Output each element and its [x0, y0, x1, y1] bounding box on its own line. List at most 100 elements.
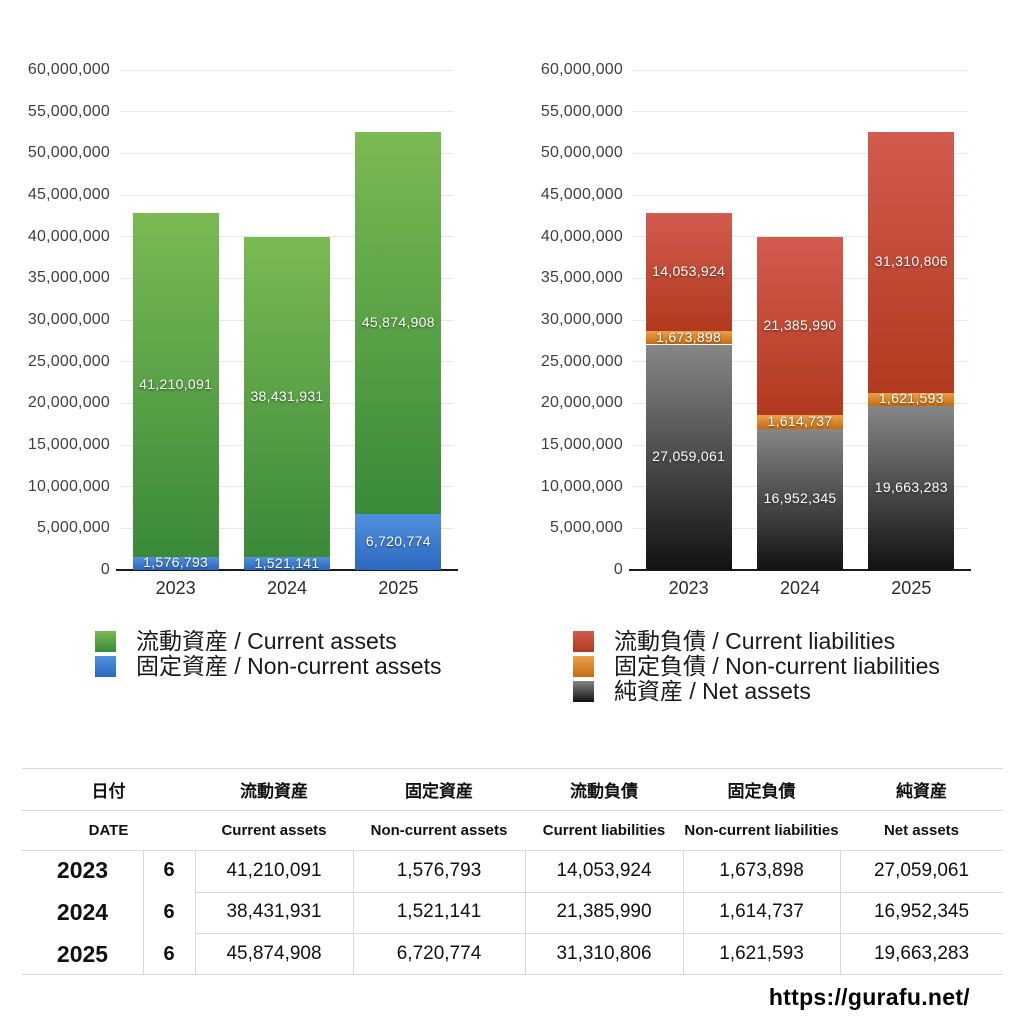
- table-border-horizontal: [22, 768, 1003, 769]
- liabilities-gridline: [633, 194, 967, 196]
- site-url: https://gurafu.net/: [768, 984, 970, 1010]
- liabilities-y-axis-tick-label: 25,000,000: [540, 352, 623, 370]
- assets-bar-segment: [355, 513, 442, 570]
- table-header-en: Current liabilities: [542, 821, 666, 839]
- table-border-vertical: [683, 850, 684, 974]
- liabilities-y-axis-tick-label: 5,000,000: [550, 519, 623, 537]
- assets-y-axis-tick-label: 55,000,000: [27, 102, 110, 120]
- table-border-vertical: [353, 850, 354, 974]
- table-cell-value: 38,431,931: [226, 901, 322, 923]
- liabilities-y-axis-tick-label: 50,000,000: [540, 144, 623, 162]
- table-border-vertical: [143, 850, 144, 974]
- assets-bar-segment: [244, 237, 330, 558]
- liabilities-bar-value-label: 1,673,898: [656, 328, 722, 345]
- table-cell-value: 1,521,141: [396, 901, 482, 923]
- liabilities-legend-item: 純資産 / Net assets: [573, 679, 940, 704]
- liabilities-bar-segment: [645, 330, 732, 345]
- liabilities-x-axis-category-label: 2025: [891, 578, 932, 598]
- assets-y-axis-tick-label: 30,000,000: [27, 311, 110, 328]
- table-cell-value: 1,576,793: [396, 859, 482, 881]
- table-cell-year: 2025: [56, 940, 109, 967]
- assets-legend: 流動資産 / Current assets 固定資産 / Non-current …: [95, 629, 441, 679]
- assets-y-axis-tick-label: 45,000,000: [27, 186, 110, 203]
- liabilities-bar-value-label: 16,952,345: [763, 490, 837, 507]
- liabilities-bar-segment: [868, 131, 955, 393]
- liabilities-bar-value-label: 14,053,924: [652, 263, 726, 279]
- liabilities-legend-swatch: [573, 681, 594, 702]
- liabilities-bar-segment: [645, 344, 732, 570]
- assets-y-axis-tick-label: 25,000,000: [27, 352, 110, 370]
- table-cell-value: 14,053,924: [556, 859, 652, 881]
- table-cell-value: 31,310,806: [556, 943, 652, 965]
- assets-bar-value-label: 1,576,793: [143, 554, 209, 571]
- assets-bar-value-label: 41,210,091: [139, 376, 213, 393]
- assets-bar-segment: [244, 557, 330, 570]
- assets-legend-item: 固定資産 / Non-current assets: [95, 654, 441, 679]
- assets-gridline: [120, 111, 454, 113]
- liabilities-y-axis-tick-label: 20,000,000: [540, 394, 623, 412]
- table-cell-value: 21,385,990: [556, 901, 652, 923]
- liabilities-bar-segment: [757, 237, 843, 416]
- table-cell-value: 1,673,898: [719, 859, 804, 881]
- assets-bar-segment: [132, 213, 219, 557]
- liabilities-bar-value-label: 27,059,061: [652, 448, 726, 465]
- table-header-en: Non-current assets: [370, 821, 508, 839]
- assets-y-axis-tick-label: 60,000,000: [27, 61, 110, 78]
- liabilities-bar-segment: [868, 392, 955, 407]
- assets-bar-value-label: 38,431,931: [250, 388, 324, 405]
- table-row-separator: [195, 891, 1003, 893]
- table-header-en: Non-current liabilities: [684, 821, 839, 839]
- table-border-horizontal: [22, 974, 1003, 975]
- table-header-en-date: DATE: [88, 821, 129, 839]
- assets-legend-item: 流動資産 / Current assets: [95, 629, 441, 654]
- liabilities-legend-item: 流動負債 / Current liabilities: [573, 629, 940, 654]
- assets-bar-segment: [132, 556, 219, 570]
- assets-y-axis-tick-label: 15,000,000: [27, 436, 110, 453]
- assets-legend-swatch: [95, 656, 116, 677]
- table-row-separator: [195, 933, 1003, 935]
- liabilities-bar-value-label: 21,385,990: [763, 317, 837, 334]
- table-border-horizontal: [22, 810, 1003, 811]
- assets-x-axis-category-label: 2025: [378, 578, 419, 598]
- assets-legend-label: 固定資産 / Non-current assets: [136, 653, 442, 679]
- table-border-vertical: [840, 850, 841, 974]
- balance-sheet-table: 日付 流動資産 固定資産 流動負債 固定負債 純資産 DATE Current assets N…: [22, 768, 1003, 975]
- liabilities-y-axis-tick-label: 45,000,000: [540, 186, 623, 203]
- table-cell-month: 6: [163, 900, 175, 923]
- assets-y-axis-tick-label: 35,000,000: [27, 269, 110, 287]
- liabilities-bar-segment: [868, 406, 955, 570]
- liabilities-bar-value-label: 19,663,283: [874, 479, 948, 496]
- assets-bar-value-label: 45,874,908: [361, 313, 435, 330]
- table-header-jp: 固定負債: [727, 781, 796, 801]
- assets-legend-swatch: [95, 631, 116, 652]
- liabilities-legend-swatch: [573, 656, 594, 677]
- liabilities-x-axis-category-label: 2023: [668, 578, 709, 598]
- table-header-en: Current assets: [221, 821, 327, 839]
- table-border-vertical: [525, 850, 526, 974]
- table-cell-value: 19,663,283: [873, 943, 970, 965]
- liabilities-gridline: [633, 111, 967, 113]
- table-header-jp: 流動資産: [240, 781, 308, 801]
- assets-gridline: [120, 194, 454, 196]
- assets-y-axis-tick-label: 10,000,000: [27, 477, 110, 495]
- table-cell-value: 27,059,061: [873, 859, 970, 881]
- liabilities-bar-value-label: 31,310,806: [874, 253, 948, 270]
- assets-bar-value-label: 1,521,141: [254, 554, 320, 571]
- assets-gridline: [120, 236, 454, 238]
- liabilities-legend-item: 固定負債 / Non-current liabilities: [573, 654, 940, 679]
- liabilities-legend: 流動負債 / Current liabilities 固定負債 / Non-cur…: [573, 629, 940, 704]
- table-cell-month: 6: [163, 859, 175, 882]
- table-cell-value: 1,614,737: [719, 901, 804, 923]
- liabilities-legend-label: 流動負債 / Current liabilities: [614, 628, 896, 654]
- assets-x-axis-category-label: 2023: [155, 578, 196, 598]
- assets-gridline: [120, 69, 454, 71]
- liabilities-gridline: [633, 152, 967, 154]
- table-cell-year: 2023: [56, 857, 109, 884]
- table-cell-year: 2024: [56, 898, 109, 925]
- liabilities-x-axis-line: [629, 569, 971, 571]
- liabilities-y-axis-tick-label: 40,000,000: [540, 227, 623, 245]
- liabilities-legend-swatch: [573, 631, 594, 652]
